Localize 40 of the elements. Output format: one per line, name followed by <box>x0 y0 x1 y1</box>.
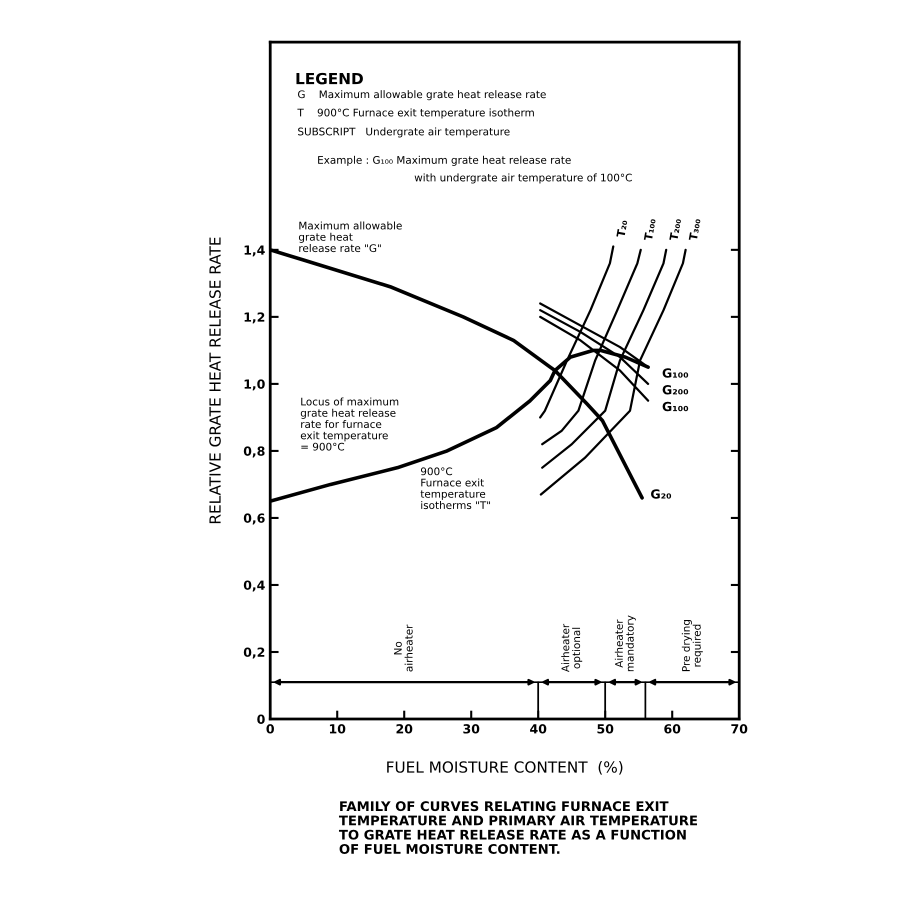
x-tick-label: 40 <box>530 724 546 734</box>
y-tick-label: 0,6 <box>244 513 265 524</box>
annotation: 900°C Furnace exit temperature isotherms "T" <box>420 467 490 510</box>
y-tick-label: 0,2 <box>244 647 264 659</box>
text: T₂₀₀ <box>669 218 682 242</box>
text: T₂₀ <box>616 220 628 238</box>
band-label: Airheater optional <box>561 624 582 672</box>
y-tick-label: 1,4 <box>244 245 265 256</box>
annotation: Locus of maximum grate heat release rate for furnace exit temperature = 900°C <box>300 397 398 451</box>
band-label: Pre drying required <box>682 620 703 672</box>
annotation: Maximum allowable grate heat release rate "G" <box>298 221 402 252</box>
band-label: No airheater <box>394 624 413 672</box>
series-label: G₁₀₀ <box>662 402 688 412</box>
annotation: SUBSCRIPT Undergrate air temperature <box>298 127 510 138</box>
y-tick-label: 0,8 <box>244 446 265 458</box>
annotation: T 900°C Furnace exit temperature isotherm <box>297 108 534 119</box>
y-tick-label: 1,2 <box>244 312 264 324</box>
annotation: G Maximum allowable grate heat release rate <box>298 90 546 100</box>
x-tick-label: 0 <box>266 724 274 734</box>
series-label: G₂₀₀ <box>662 385 688 394</box>
text: T₃₀₀ <box>688 218 701 242</box>
x-tick-label: 70 <box>731 724 748 734</box>
x-axis-title: FUEL MOISTURE CONTENT (%) <box>387 761 622 775</box>
y-axis-title: RELATIVE GRATE HEAT RELEASE RATE <box>209 237 221 524</box>
series-label: G₂₀ <box>651 489 672 499</box>
x-tick-label: 10 <box>330 724 346 734</box>
annotation: with undergrate air temperature of 100°C <box>414 173 632 184</box>
x-tick-label: 50 <box>597 724 614 734</box>
text: FAMILY OF CURVES RELATING FURNACE EXIT TEMPERATURE AND PRIMARY AIR TEMPERATURE TO GRATE HEAT RELEASE RATE AS A FUNCTION OF FUEL MOISTURE CONTENT. <box>338 801 698 854</box>
y-tick-label: 0,4 <box>244 580 265 592</box>
annotation: Example : G₁₀₀ Maximum grate heat release rate <box>318 156 571 166</box>
annotation: LEGEND <box>296 72 363 84</box>
x-tick-label: 30 <box>463 724 480 734</box>
x-tick-label: 60 <box>664 724 680 734</box>
series-label: G₁₀₀ <box>662 368 688 378</box>
text: T₁₀₀ <box>644 218 656 242</box>
x-tick-label: 20 <box>396 724 412 734</box>
band-label: Airheater mandatory <box>614 615 636 672</box>
y-tick-label: 1,0 <box>244 379 265 390</box>
y-tick-label: 0 <box>257 714 265 724</box>
